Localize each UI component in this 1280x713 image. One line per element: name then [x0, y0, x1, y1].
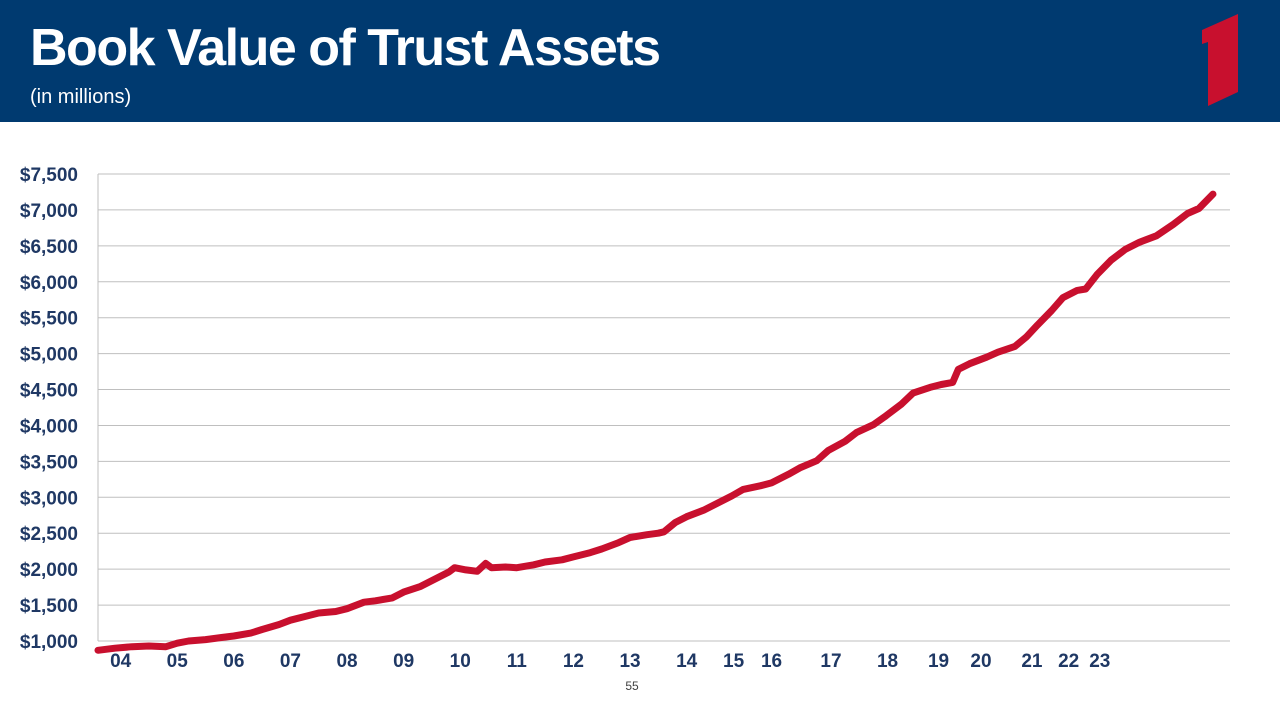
- x-tick-label: 19: [928, 651, 949, 672]
- x-tick-label: 16: [761, 651, 782, 672]
- y-tick-label: $3,500: [20, 452, 78, 473]
- x-tick-label: 09: [393, 651, 414, 672]
- x-tick-label: 14: [676, 651, 698, 672]
- x-tick-label: 23: [1089, 651, 1110, 672]
- trust-assets-line-chart: $1,000 $1,500 $2,000 $2,500 $3,000 $3,500 $4,0…: [20, 165, 1230, 672]
- x-tick-label: 05: [167, 651, 189, 672]
- x-tick-label: 11: [507, 651, 528, 672]
- y-tick-label: $6,500: [20, 237, 78, 258]
- y-tick-label: $2,000: [20, 560, 78, 581]
- trust-assets-series-line: [94, 190, 1217, 654]
- y-tick-label: $3,000: [20, 488, 78, 509]
- y-tick-label: $5,000: [20, 345, 78, 366]
- y-tick-label: $7,500: [20, 165, 78, 186]
- y-tick-label: $1,500: [20, 596, 78, 617]
- page-title: Book Value of Trust Assets: [30, 19, 661, 77]
- x-tick-label: 07: [280, 651, 301, 672]
- company-logo-icon: [1202, 14, 1238, 106]
- y-tick-label: $7,000: [20, 201, 78, 222]
- x-tick-label: 21: [1021, 651, 1043, 672]
- x-tick-label: 20: [970, 651, 991, 672]
- x-tick-label: 15: [723, 651, 745, 672]
- page-number: 55: [625, 679, 639, 693]
- y-tick-label: $4,000: [20, 416, 78, 437]
- x-tick-label: 12: [563, 651, 584, 672]
- x-tick-label: 22: [1058, 651, 1079, 672]
- y-tick-label: $5,500: [20, 309, 78, 330]
- x-tick-label: 06: [223, 651, 244, 672]
- y-tick-label: $6,000: [20, 273, 78, 294]
- x-tick-label: 18: [877, 651, 898, 672]
- x-tick-label: 04: [110, 651, 132, 672]
- x-tick-label: 08: [336, 651, 357, 672]
- y-tick-label: $2,500: [20, 524, 78, 545]
- header-banner: Book Value of Trust Assets (in millions): [0, 0, 1280, 122]
- x-tick-label: 10: [450, 651, 471, 672]
- y-tick-label: $1,000: [20, 632, 78, 653]
- page-subtitle: (in millions): [30, 86, 132, 108]
- x-tick-label: 17: [820, 651, 841, 672]
- y-tick-label: $4,500: [20, 381, 78, 402]
- x-tick-label: 13: [619, 651, 640, 672]
